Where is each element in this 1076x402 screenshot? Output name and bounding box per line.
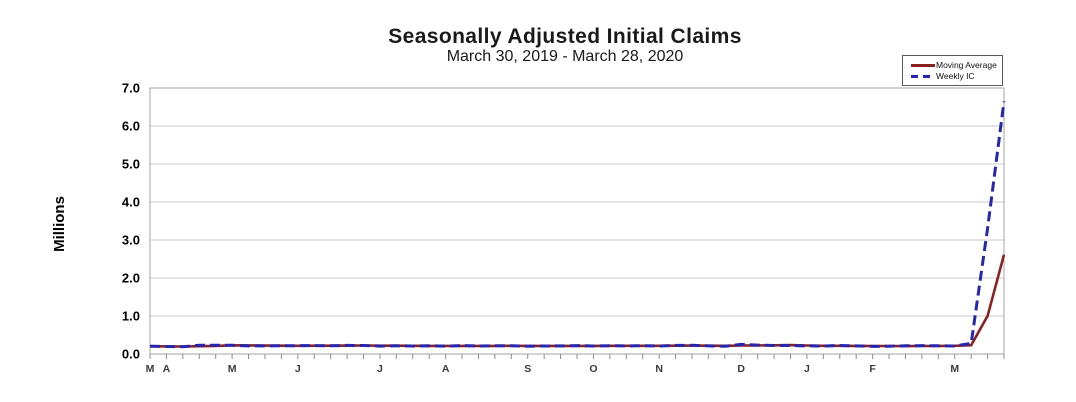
weekly-ic-line-swatch [911,74,935,78]
y-tick-label: 2.0 [122,271,140,286]
legend-item-moving-average: Moving Average [911,60,1000,70]
x-tick-label: O [589,363,597,375]
y-tick-label: 1.0 [122,309,140,324]
x-tick-label: D [737,363,745,375]
chart-subtitle: March 30, 2019 - March 28, 2020 [446,48,684,65]
legend-label-moving-average: Moving Average [936,60,997,70]
x-tick-label: J [295,363,301,375]
y-tick-label: 5.0 [122,157,140,172]
plot-border [149,87,1005,355]
x-tick-label: A [442,363,450,375]
x-tick-label: J [804,363,810,375]
x-tick-label: M [228,363,237,375]
x-tick-label: J [377,363,383,375]
weekly-ic-line [149,101,1006,349]
y-tick-label: 7.0 [122,81,140,96]
y-axis-title: Millions [51,196,68,252]
x-tick-label: A [163,363,171,375]
legend-item-weekly-ic: Weekly IC [911,71,1000,81]
chart-title: Seasonally Adjusted Initial Claims [388,25,742,48]
x-tick-label: N [655,363,663,375]
y-tick-label: 6.0 [122,119,140,134]
x-tick-label: M [146,363,155,375]
moving-average-line-swatch [911,63,935,67]
y-tick-label: 4.0 [122,195,140,210]
legend: Moving Average Weekly IC [902,55,1003,86]
x-tick-label: S [524,363,531,375]
moving-average-line [149,254,1006,348]
y-tick-label: 3.0 [122,233,140,248]
x-tick-label: M [950,363,959,375]
x-tick-label: F [869,363,876,375]
legend-label-weekly-ic: Weekly IC [936,71,975,81]
y-tick-label: 0.0 [122,347,140,362]
